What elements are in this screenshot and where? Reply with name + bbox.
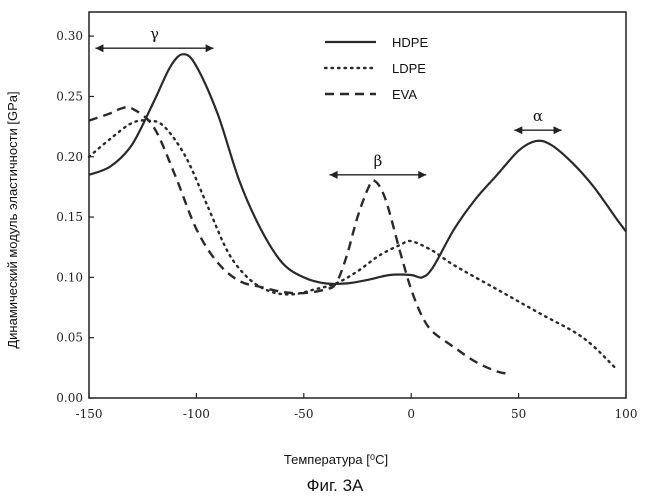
annotation-label: β xyxy=(374,152,383,170)
series xyxy=(89,54,626,374)
annotation-arrowhead-right xyxy=(418,171,426,179)
legend-label-hdpe: HDPE xyxy=(392,35,428,50)
annotation-arrowhead-left xyxy=(95,44,103,52)
y-axis-title: Динамический модуль эластичности [GPa] xyxy=(5,91,20,348)
figure-caption: Фиг. 3А xyxy=(307,476,364,495)
x-tick-label: 100 xyxy=(615,407,638,421)
y-tick-label: 0.20 xyxy=(56,150,83,164)
annotation-label: α xyxy=(533,107,543,125)
y-tick-label: 0.15 xyxy=(56,210,83,224)
legend: HDPE LDPE EVA xyxy=(325,35,428,102)
x-tick-label: -100 xyxy=(183,407,210,421)
annotation-arrowhead-right xyxy=(554,126,562,134)
annotation-arrowhead-right xyxy=(206,44,214,52)
x-axis-title: Температура [⁰C] xyxy=(284,452,388,467)
x-tick-label: 50 xyxy=(511,407,526,421)
y-tick-label: 0.10 xyxy=(56,270,83,284)
annotation-arrowhead-left xyxy=(330,171,338,179)
x-tick-label: 0 xyxy=(407,407,415,421)
y-tick-label: 0.25 xyxy=(56,89,83,103)
x-tick-label: -50 xyxy=(294,407,313,421)
y-tick-label: 0.30 xyxy=(56,29,83,43)
annotations: γ β α xyxy=(95,25,561,179)
y-tick-label: 0.05 xyxy=(56,331,83,345)
legend-label-eva: EVA xyxy=(392,87,417,102)
annotation-arrowhead-left xyxy=(514,126,522,134)
x-tick-label: -150 xyxy=(76,407,103,421)
annotation-label: γ xyxy=(150,25,159,43)
legend-label-ldpe: LDPE xyxy=(392,61,426,76)
y-tick-label: 0.00 xyxy=(56,391,83,405)
series-line-hdpe xyxy=(89,54,626,284)
ticks: -150 -100 -50 0 50 100 0.00 0.05 0.10 0.15 0.20 0.2… xyxy=(56,29,637,421)
